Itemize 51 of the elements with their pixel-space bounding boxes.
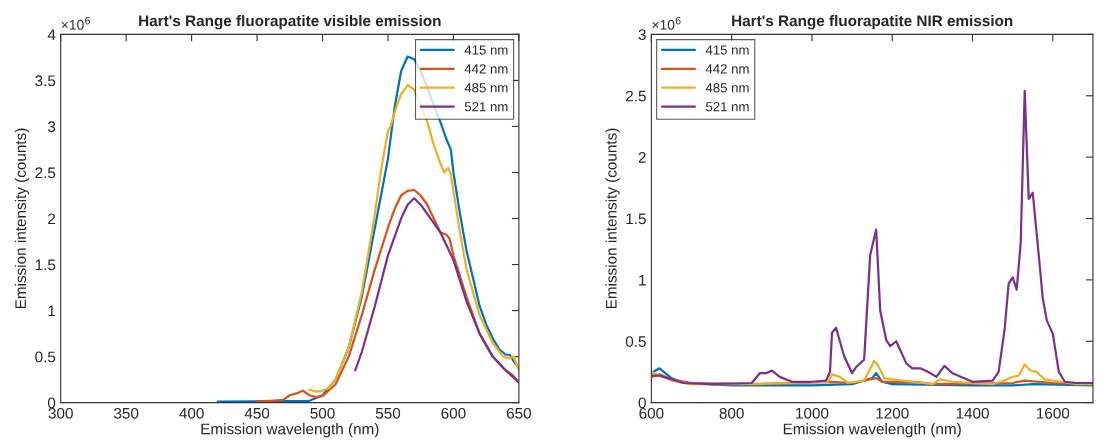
legend-label: 442 nm (464, 64, 508, 74)
y-tick-label: 0 (47, 397, 56, 409)
y-axis-title: Emission intensity (counts) (14, 128, 30, 309)
line-series (255, 188, 519, 403)
text: ×10$^{6}$ (61, 17, 90, 30)
x-tick-label: 1000 (796, 407, 829, 419)
y-tick-label: 2 (48, 213, 56, 225)
line-series (308, 83, 519, 393)
y-tick-label: 1 (639, 274, 646, 286)
x-axis-title: Emission wavelength (nm) (201, 423, 379, 438)
chart-title: Hart's Range fluorapatite NIR emission (732, 14, 1013, 30)
x-tick-label: 500 (310, 407, 335, 419)
chart-title: Hart's Range fluorapatite visible emission (139, 14, 441, 30)
x-tick-label: 1400 (956, 407, 989, 419)
x-tick-label: 550 (375, 407, 401, 419)
x-tick-label: 350 (114, 407, 139, 419)
x-tick-label: 600 (441, 407, 466, 419)
y-tick-label: 0.5 (625, 336, 646, 347)
y-tick-label: 0.5 (35, 351, 56, 363)
y-tick-label: 1 (48, 305, 56, 317)
y-tick-label: 4 (47, 29, 56, 40)
y-tick-label: 1.5 (35, 259, 56, 271)
legend-label: 485 nm (705, 83, 749, 93)
legend-label: 415 nm (464, 45, 508, 55)
x-tick-label: 300 (48, 407, 73, 419)
x-tick-label: 1200 (876, 407, 909, 419)
line-series (651, 367, 1093, 387)
text: ×10$^{6}$ (652, 17, 681, 30)
legend-label: 485 nm (464, 83, 508, 93)
x-tick-label: 450 (244, 407, 270, 419)
legend-label: 415 nm (705, 45, 749, 55)
line-series (651, 359, 1093, 386)
x-axis-title: Emission wavelength (nm) (783, 423, 961, 438)
x-tick-label: 400 (179, 407, 204, 419)
x-tick-label: 600 (639, 407, 664, 419)
y-tick-label: 0 (638, 397, 646, 409)
x-tick-label: 800 (719, 407, 744, 419)
y-tick-label: 3.5 (35, 75, 56, 87)
legend-label: 442 nm (705, 64, 749, 74)
y-tick-label: 2.5 (35, 167, 56, 179)
y-axis-title: Emission intensity (counts) (605, 128, 620, 309)
y-tick-label: 3 (47, 121, 56, 133)
legend-label: 521 nm (464, 101, 508, 112)
x-tick-label: 650 (506, 407, 532, 419)
y-tick-label: 2.5 (626, 90, 646, 102)
y-tick-label: 1.5 (626, 213, 646, 225)
x-tick-label: 1600 (1036, 407, 1070, 419)
y-tick-label: 2 (638, 152, 646, 163)
legend-label: 521 nm (705, 101, 749, 112)
y-tick-label: 3 (638, 29, 646, 41)
line-series (354, 197, 519, 384)
